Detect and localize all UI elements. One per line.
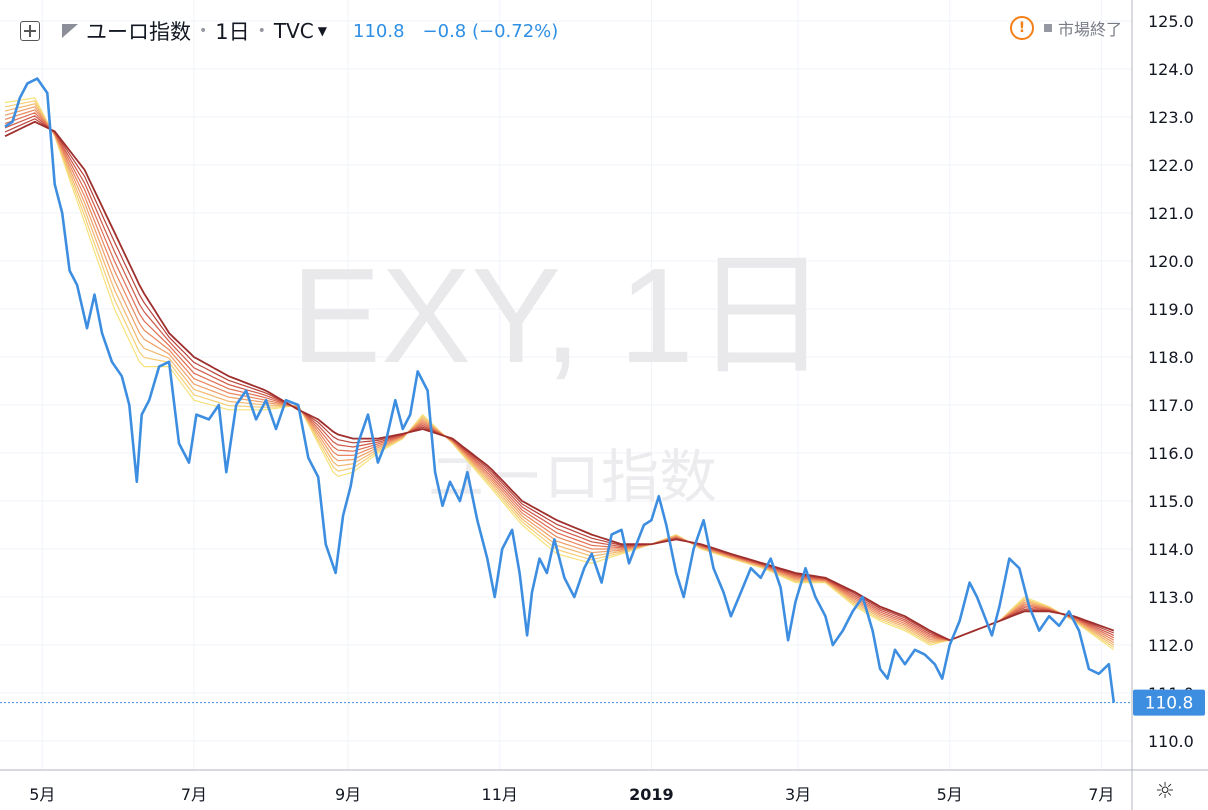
price-axis: 125.0 124.0 123.0 122.0 121.0 120.0 119.0 118.0… xyxy=(1148,12,1194,751)
source-label[interactable]: TVC xyxy=(273,19,314,43)
ma-line-8 xyxy=(4,118,1115,641)
y-tick-label: 124.0 xyxy=(1148,60,1194,79)
x-tick-label: 7月 xyxy=(1088,785,1114,804)
ma-ribbon xyxy=(4,97,1115,651)
x-tick-label: 3月 xyxy=(785,785,811,804)
ma-line-6 xyxy=(4,112,1115,641)
warning-circle-icon[interactable]: ! xyxy=(1009,16,1034,40)
x-tick-label: 2019 xyxy=(629,785,674,804)
x-tick-label: 7月 xyxy=(181,785,207,804)
watermark-title: EXY, 1日 xyxy=(291,240,829,391)
separator-dot: • xyxy=(257,23,266,39)
x-tick-label: 5月 xyxy=(937,785,963,804)
interval-label[interactable]: 1日 xyxy=(215,20,250,44)
y-tick-label: 113.0 xyxy=(1148,588,1194,607)
y-tick-label: 119.0 xyxy=(1148,300,1194,319)
market-status-text: 市場終了 xyxy=(1057,20,1122,39)
y-tick-label: 125.0 xyxy=(1148,12,1194,31)
ma-line-9 xyxy=(4,120,1115,642)
gear-icon[interactable]: ☼ xyxy=(1155,778,1175,804)
y-tick-label: 118.0 xyxy=(1148,348,1194,367)
y-tick-label: 110.0 xyxy=(1148,732,1194,751)
watermark: EXY, 1日 ユーロ指数 xyxy=(291,240,829,511)
status-square-icon xyxy=(1043,24,1052,32)
x-tick-label: 11月 xyxy=(482,785,518,804)
last-value: 110.8 xyxy=(353,20,405,42)
y-tick-label: 114.0 xyxy=(1148,540,1194,559)
symbol-title[interactable]: ユーロ指数 xyxy=(86,20,191,44)
ma-line-4 xyxy=(4,106,1115,644)
y-tick-label: 115.0 xyxy=(1148,492,1194,511)
x-tick-label: 9月 xyxy=(335,785,361,804)
watermark-subtitle: ユーロ指数 xyxy=(427,443,717,511)
separator-dot: • xyxy=(199,23,208,39)
chart-legend: ユーロ指数 • 1日 • TVC ▼ 110.8 −0.8 (−0.72%) xyxy=(20,14,576,48)
price-label-text: 110.8 xyxy=(1145,694,1194,714)
y-tick-label: 116.0 xyxy=(1148,444,1194,463)
change-value: −0.8 (−0.72%) xyxy=(422,20,559,42)
chevron-down-icon[interactable]: ▼ xyxy=(317,24,328,38)
ma-line-7 xyxy=(4,115,1115,641)
y-tick-label: 120.0 xyxy=(1148,252,1194,271)
plus-square-icon[interactable] xyxy=(20,21,40,41)
price-label-badge: 110.8 xyxy=(1133,689,1205,716)
price-line xyxy=(4,77,1116,703)
ma-line-5 xyxy=(4,109,1115,641)
y-tick-label: 123.0 xyxy=(1148,108,1194,127)
price-series xyxy=(4,77,1116,703)
y-tick-label: 112.0 xyxy=(1148,636,1194,655)
ma-line-2 xyxy=(4,100,1115,648)
y-tick-label: 121.0 xyxy=(1148,204,1194,223)
ma-line-3 xyxy=(4,103,1115,646)
time-axis: 5月 7月 9月 11月 2019 3月 5月 7月 xyxy=(29,785,1114,804)
flag-icon[interactable] xyxy=(62,24,78,38)
y-tick-label: 117.0 xyxy=(1148,396,1194,415)
x-tick-label: 5月 xyxy=(29,785,55,804)
y-tick-label: 122.0 xyxy=(1148,156,1194,175)
market-status[interactable]: ! 市場終了 xyxy=(1009,14,1122,42)
